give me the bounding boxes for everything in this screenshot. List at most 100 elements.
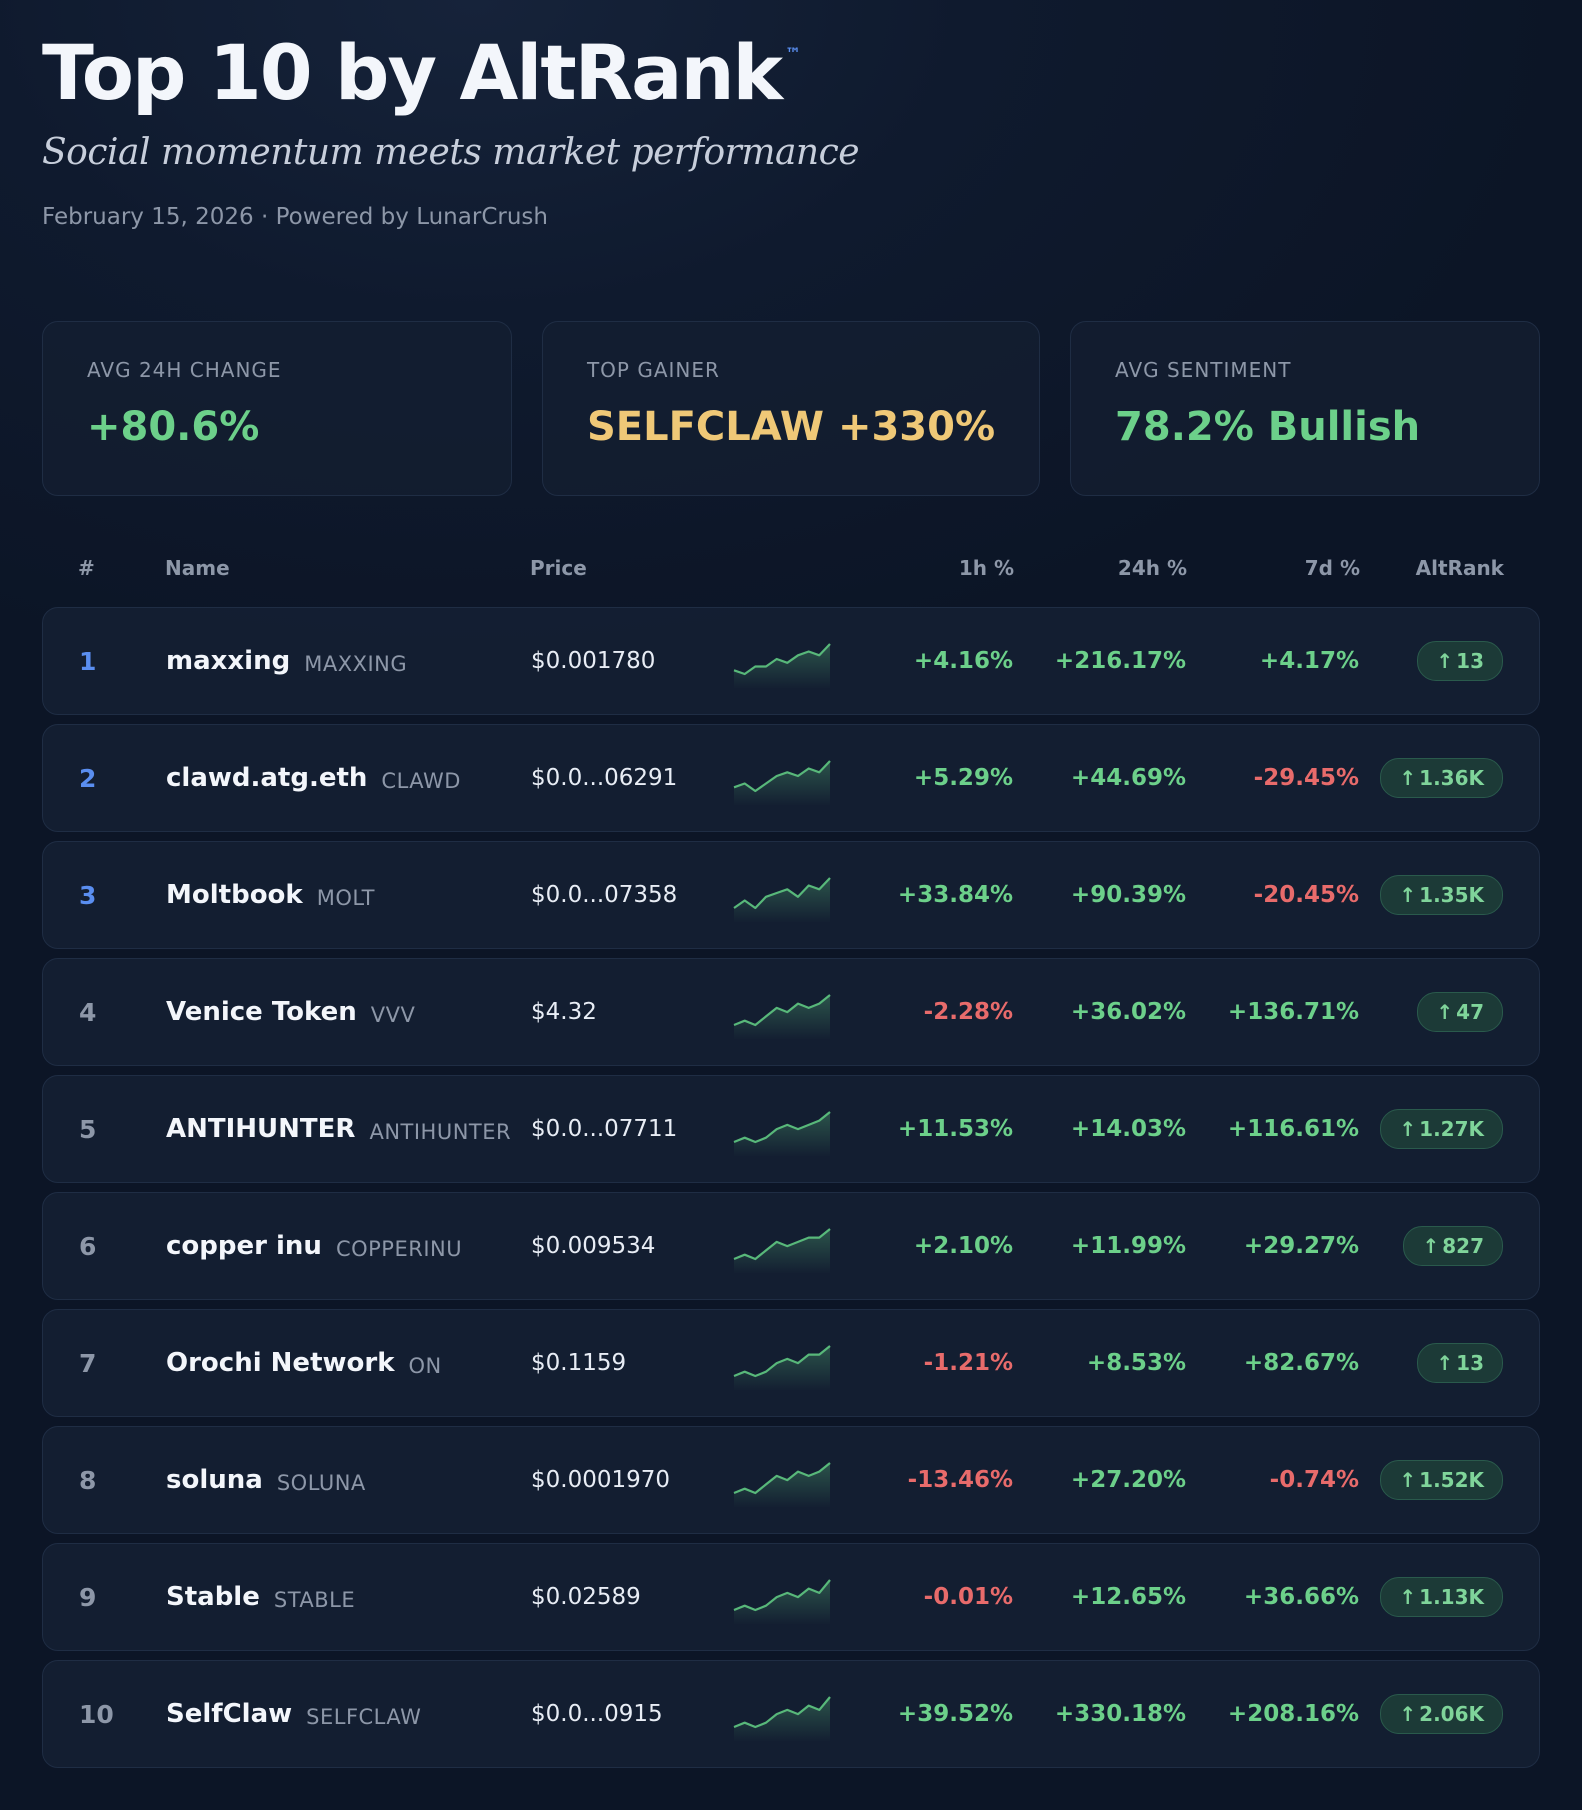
sparkline-line (733, 760, 831, 793)
coin-name[interactable]: maxxing MAXXING (166, 608, 407, 714)
altrank-badge[interactable]: ↑ 1.13K (1380, 1577, 1503, 1617)
coin-name[interactable]: soluna SOLUNA (166, 1427, 366, 1533)
altrank-value: 13 (1456, 1351, 1484, 1375)
row-rank: 3 (79, 880, 97, 910)
page-title: Top 10 by AltRank ™ (42, 28, 801, 117)
coin-symbol: MAXXING (304, 652, 408, 676)
sparkline-chart-icon (731, 1661, 841, 1767)
column-header-7d[interactable]: 7d % (1304, 556, 1360, 580)
table-row[interactable]: 6 copper inu COPPERINU $0.009534 +2.10% +11.9… (42, 1192, 1540, 1300)
sparkline-area (734, 1229, 830, 1274)
stat-value: +80.6% (87, 404, 260, 450)
column-header-rank[interactable]: # (78, 556, 95, 580)
altrank-badge[interactable]: ↑ 827 (1403, 1226, 1503, 1266)
page-meta: February 15, 2026 · Powered by LunarCrus… (42, 204, 548, 230)
change-24h: +44.69% (1070, 765, 1186, 791)
change-7d: +136.71% (1227, 999, 1359, 1025)
table-row[interactable]: 8 soluna SOLUNA $0.0001970 -13.46% +27.20% -0.… (42, 1426, 1540, 1534)
sparkline-svg (733, 1696, 831, 1742)
sparkline-chart-icon (731, 1427, 841, 1533)
coin-name-text[interactable]: ANTIHUNTER (166, 1114, 356, 1144)
arrow-up-icon: ↑ (1399, 1117, 1417, 1141)
sparkline-chart-icon (731, 1310, 841, 1416)
altrank-badge[interactable]: ↑ 47 (1417, 992, 1503, 1032)
table-row[interactable]: 7 Orochi Network ON $0.1159 -1.21% +8.53% +82.… (42, 1309, 1540, 1417)
altrank-value: 2.06K (1419, 1702, 1484, 1726)
coin-name[interactable]: Venice Token VVV (166, 959, 415, 1065)
coin-name[interactable]: Moltbook MOLT (166, 842, 375, 948)
altrank-badge[interactable]: ↑ 1.52K (1380, 1460, 1503, 1500)
sparkline-svg (733, 877, 831, 923)
column-header-1h[interactable]: 1h % (958, 556, 1014, 580)
table-row[interactable]: 2 clawd.atg.eth CLAWD $0.0...06291 +5.29% +44… (42, 724, 1540, 832)
altrank-value: 47 (1456, 1000, 1484, 1024)
table-row[interactable]: 9 Stable STABLE $0.02589 -0.01% +12.65% +36.66… (42, 1543, 1540, 1651)
altrank-value: 1.27K (1419, 1117, 1484, 1141)
coin-name-text[interactable]: Venice Token (166, 997, 357, 1027)
column-header-name[interactable]: Name (165, 556, 230, 580)
arrow-up-icon: ↑ (1399, 883, 1417, 907)
altrank-badge[interactable]: ↑ 2.06K (1380, 1694, 1503, 1734)
table-row[interactable]: 4 Venice Token VVV $4.32 -2.28% +36.02% +136.7… (42, 958, 1540, 1066)
altrank-cell: ↑ 47 (1417, 959, 1503, 1065)
coin-price: $0.0001970 (531, 1467, 671, 1493)
altrank-badge[interactable]: ↑ 13 (1417, 641, 1503, 681)
table-header: # Name Price 1h % 24h % 7d % AltRank (42, 556, 1540, 586)
coin-name[interactable]: SelfClaw SELFCLAW (166, 1661, 421, 1767)
coin-name-text[interactable]: Orochi Network (166, 1348, 395, 1378)
coin-name[interactable]: Stable STABLE (166, 1544, 355, 1650)
stat-card-avg-24h-change: AVG 24H CHANGE +80.6% (42, 321, 512, 496)
altrank-badge[interactable]: ↑ 1.36K (1380, 758, 1503, 798)
column-header-24h[interactable]: 24h % (1117, 556, 1187, 580)
coin-name-text[interactable]: Moltbook (166, 880, 303, 910)
sparkline-line (733, 643, 831, 676)
coin-name-text[interactable]: clawd.atg.eth (166, 763, 368, 793)
coin-price: $0.0...06291 (531, 765, 678, 791)
coin-name-text[interactable]: copper inu (166, 1231, 322, 1261)
table-row[interactable]: 1 maxxing MAXXING $0.001780 +4.16% +216.17% +4… (42, 607, 1540, 715)
coin-name-text[interactable]: SelfClaw (166, 1699, 293, 1729)
coin-name[interactable]: clawd.atg.eth CLAWD (166, 725, 461, 831)
sparkline-svg (733, 1345, 831, 1391)
row-rank: 2 (79, 763, 97, 793)
altrank-badge[interactable]: ↑ 13 (1417, 1343, 1503, 1383)
altrank-value: 827 (1442, 1234, 1484, 1258)
stats-row: AVG 24H CHANGE +80.6% TOP GAINER SELFCLA… (42, 321, 1540, 496)
altrank-value: 1.13K (1419, 1585, 1484, 1609)
sparkline-area (734, 995, 830, 1040)
stat-card-avg-sentiment: AVG SENTIMENT 78.2% Bullish (1070, 321, 1540, 496)
coin-name-text[interactable]: soluna (166, 1465, 263, 1495)
table-row[interactable]: 3 Moltbook MOLT $0.0...07358 +33.84% +90.39% -… (42, 841, 1540, 949)
table-row[interactable]: 5 ANTIHUNTER ANTIHUNTER $0.0...07711 +11.53%… (42, 1075, 1540, 1183)
coin-name[interactable]: ANTIHUNTER ANTIHUNTER (166, 1076, 511, 1182)
coin-price: $0.0...07358 (531, 882, 678, 908)
row-rank: 10 (79, 1699, 114, 1729)
sparkline-line (733, 994, 831, 1027)
row-rank: 6 (79, 1231, 97, 1261)
coin-symbol: ANTIHUNTER (369, 1120, 512, 1144)
coin-symbol: COPPERINU (335, 1237, 463, 1261)
arrow-up-icon: ↑ (1399, 1468, 1417, 1492)
sparkline-line (733, 1462, 831, 1495)
sparkline-area (734, 644, 830, 689)
coin-name[interactable]: Orochi Network ON (166, 1310, 442, 1416)
altrank-badge[interactable]: ↑ 1.27K (1380, 1109, 1503, 1149)
change-7d: +36.66% (1243, 1584, 1359, 1610)
coin-name[interactable]: copper inu COPPERINU (166, 1193, 462, 1299)
sparkline-area (734, 1463, 830, 1508)
column-header-price[interactable]: Price (530, 556, 587, 580)
coin-name-text[interactable]: Stable (166, 1582, 260, 1612)
sparkline-svg (733, 1579, 831, 1625)
coin-symbol: MOLT (316, 886, 375, 910)
column-header-altrank[interactable]: AltRank (1415, 556, 1504, 580)
altrank-badge[interactable]: ↑ 1.35K (1380, 875, 1503, 915)
altrank-cell: ↑ 1.36K (1380, 725, 1503, 831)
coin-name-text[interactable]: maxxing (166, 646, 291, 676)
sparkline-area (734, 761, 830, 806)
change-24h: +90.39% (1070, 882, 1186, 908)
change-1h: -13.46% (907, 1467, 1013, 1493)
arrow-up-icon: ↑ (1436, 1000, 1454, 1024)
table-row[interactable]: 10 SelfClaw SELFCLAW $0.0...0915 +39.52% +330… (42, 1660, 1540, 1768)
row-rank: 4 (79, 997, 97, 1027)
sparkline-chart-icon (731, 842, 841, 948)
